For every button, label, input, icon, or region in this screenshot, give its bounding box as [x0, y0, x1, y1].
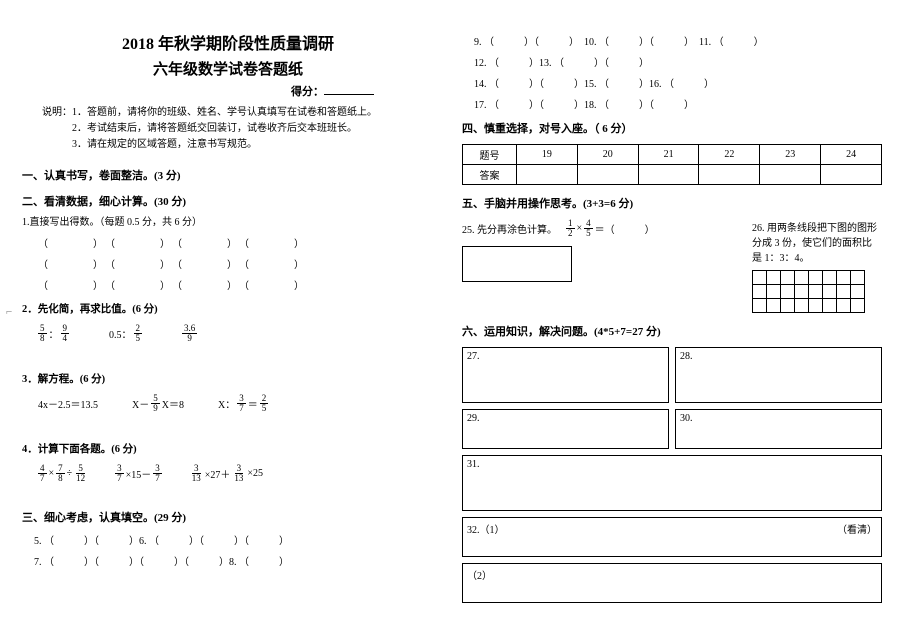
box-29[interactable]: 29. — [462, 409, 669, 449]
fill-7-8[interactable]: 7. （ ）（ ）（ ）（ ）8. （ ） — [34, 553, 434, 568]
score-line: 得分： — [22, 83, 434, 99]
q25: 25. 先分再涂色计算。 12 × 45 ＝（ ） — [462, 219, 732, 282]
q25-expr: 25. 先分再涂色计算。 12 × 45 ＝（ ） — [462, 219, 655, 238]
answer-table: 题号 19 20 21 22 23 24 答案 — [462, 144, 882, 185]
q1-row-2[interactable]: （ ） （ ） （ ） （ ） — [38, 256, 434, 271]
q2-head: 2．先化简，再求比值。(6 分) — [22, 301, 434, 316]
col-21: 21 — [638, 145, 699, 165]
q4-expr-b: 37 ×15－ 37 — [115, 464, 162, 483]
ans-21[interactable] — [638, 165, 699, 185]
q1-head: 1.直接写出得数。（每题 0.5 分，共 6 分） — [22, 213, 434, 228]
section-5-head: 五、手脑并用操作思考。(3+3=6 分) — [462, 195, 882, 211]
ans-24[interactable] — [821, 165, 882, 185]
instructions: 说明：1．答题前，请将你的班级、姓名、学号认真填写在试卷和答题纸上。 2．考试结… — [22, 105, 434, 153]
box-32-2[interactable]: （2） — [462, 563, 882, 603]
q4-head: 4．计算下面各题。(6 分) — [22, 441, 434, 456]
box-30[interactable]: 30. — [675, 409, 882, 449]
fill-5-6[interactable]: 5. （ ）（ ）6. （ ）（ ）（ ） — [34, 532, 434, 547]
q25-26-row: 25. 先分再涂色计算。 12 × 45 ＝（ ） 26. 用两条线段把下图的图… — [462, 219, 882, 313]
section-3-head: 三、细心考虑，认真填空。(29 分) — [22, 509, 434, 525]
q3-expr-c: X： 37 ＝ 25 — [218, 394, 268, 413]
q2-row: 58 ： 94 0.5： 25 3.69 — [38, 324, 434, 343]
section-4-head: 四、慎重选择，对号入座。（ 6 分） — [462, 120, 882, 136]
answer-boxes: 27. 28. 29. 30. 31. 32.（1） （看清） （2） — [462, 347, 882, 603]
instr-3: 3．请在规定的区域答题，注意书写规范。 — [72, 139, 257, 150]
q1-row-1[interactable]: （ ） （ ） （ ） （ ） — [38, 235, 434, 250]
box-32[interactable]: 32.（1） （看清） — [462, 517, 882, 557]
ans-22[interactable] — [699, 165, 760, 185]
title-line-1: 2018 年秋学期阶段性质量调研 — [22, 30, 434, 54]
q4-expr-c: 313 ×27＋ 313 ×25 — [190, 464, 263, 483]
box-27[interactable]: 27. — [462, 347, 669, 403]
fill-9-11[interactable]: 9. （ ）（ ） 10. （ ）（ ） 11. （ ） — [474, 33, 882, 48]
q1-row-3[interactable]: （ ） （ ） （ ） （ ） — [38, 277, 434, 292]
q4-expr-a: 47 × 78 ÷ 512 — [38, 464, 87, 483]
instr-2: 2．考试结束后，请将答题纸交回装订，试卷收齐后交本班班长。 — [72, 123, 357, 134]
fill-12-13[interactable]: 12. （ ）13. （ ）（ ） — [474, 54, 882, 69]
section-6-head: 六、运用知识，解决问题。(4*5+7=27 分) — [462, 323, 882, 339]
q2-expr-b: 0.5： 25 — [109, 324, 142, 343]
q3-expr-a: 4x－2.5＝13.5 — [38, 396, 98, 411]
ans-19[interactable] — [517, 165, 578, 185]
box-28[interactable]: 28. — [675, 347, 882, 403]
score-label: 得分： — [291, 86, 324, 98]
q26-line2: 分成 3 份，使它们的面积比 — [752, 234, 882, 249]
q26: 26. 用两条线段把下图的图形 分成 3 份，使它们的面积比 是 1：3：4。 — [752, 219, 882, 313]
box-31[interactable]: 31. — [462, 455, 882, 511]
margin-marker: ⌐ — [6, 306, 12, 318]
q3-row: 4x－2.5＝13.5 X－ 59 X＝8 X： 37 ＝ 25 — [38, 394, 434, 413]
left-column: 2018 年秋学期阶段性质量调研 六年级数学试卷答题纸 得分： 说明：1．答题前… — [22, 30, 452, 608]
q4-row: 47 × 78 ÷ 512 37 ×15－ 37 313 ×27＋ 313 ×2… — [38, 464, 434, 483]
ans-20[interactable] — [577, 165, 638, 185]
q26-grid[interactable] — [752, 270, 865, 313]
th-question: 题号 — [463, 145, 517, 165]
q32-1: 32.（1） — [467, 521, 505, 553]
ans-23[interactable] — [760, 165, 821, 185]
instr-prefix: 说明： — [42, 107, 72, 118]
col-22: 22 — [699, 145, 760, 165]
q3-expr-b: X－ 59 X＝8 — [132, 394, 184, 413]
right-column: 9. （ ）（ ） 10. （ ）（ ） 11. （ ） 12. （ ）13. … — [452, 30, 882, 608]
fill-17-18[interactable]: 17. （ ）（ ）18. （ ）（ ） — [474, 96, 882, 111]
col-24: 24 — [821, 145, 882, 165]
q25-shade-box[interactable] — [462, 246, 572, 282]
q2-expr-c: 3.69 — [182, 324, 197, 343]
section-2-head: 二、看清数据，细心计算。(30 分) — [22, 193, 434, 209]
col-19: 19 — [517, 145, 578, 165]
th-answer: 答案 — [463, 165, 517, 185]
q26-line1: 26. 用两条线段把下图的图形 — [752, 219, 882, 234]
col-23: 23 — [760, 145, 821, 165]
instr-1: 1．答题前，请将你的班级、姓名、学号认真填写在试卷和答题纸上。 — [72, 107, 377, 118]
q32-note: （看清） — [837, 521, 877, 553]
fill-14-16[interactable]: 14. （ ）（ ）15. （ ）16. （ ） — [474, 75, 882, 90]
col-20: 20 — [577, 145, 638, 165]
section-1-head: 一、认真书写，卷面整洁。(3 分) — [22, 167, 434, 183]
table-row-header: 题号 19 20 21 22 23 24 — [463, 145, 882, 165]
table-row-answer: 答案 — [463, 165, 882, 185]
q2-expr-a: 58 ： 94 — [38, 324, 69, 343]
title-line-2: 六年级数学试卷答题纸 — [22, 58, 434, 79]
score-blank[interactable] — [324, 94, 374, 95]
q3-head: 3．解方程。(6 分) — [22, 371, 434, 386]
q26-line3: 是 1：3：4。 — [752, 249, 882, 264]
